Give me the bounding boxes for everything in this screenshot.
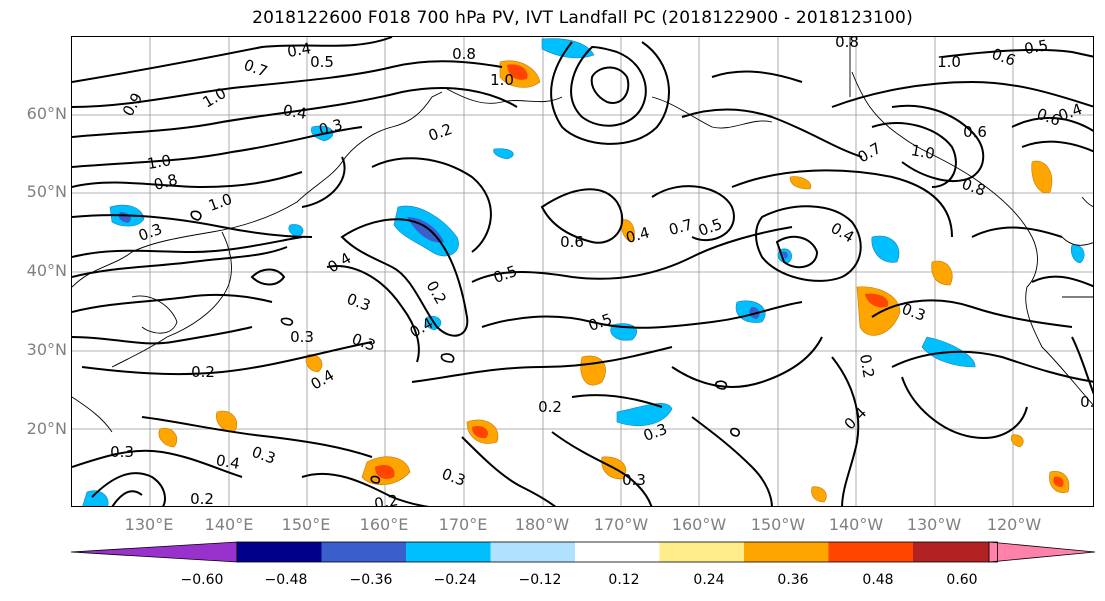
lat-label-20n: 20°N	[26, 419, 67, 438]
colorbar-segment	[70, 541, 238, 563]
contour-label: 0.3	[290, 328, 314, 346]
contour-label: 0.4	[215, 451, 242, 473]
pv-contours	[72, 37, 1093, 506]
contour-label: 0.2	[426, 120, 455, 145]
lon-label-170e: 170°E	[438, 515, 488, 534]
figure-title: 2018122600 F018 700 hPa PV, IVT Landfall…	[252, 8, 913, 28]
lon-label-170w: 170°W	[593, 515, 649, 534]
contour-label: 0.3	[136, 220, 165, 245]
positive-anomaly-strong	[375, 64, 1064, 487]
contour-label: 0.7	[241, 56, 270, 81]
graticule-grid	[72, 37, 1093, 506]
contour-label: 1.0	[200, 84, 230, 112]
colorbar-segment	[659, 542, 745, 562]
contour-label: 0.3	[317, 115, 345, 139]
colorbar-tick: −0.36	[349, 572, 393, 588]
lat-label-40n: 40°N	[26, 261, 67, 280]
colorbar-tick: 0.48	[862, 572, 894, 588]
contour-label: 0.5	[1023, 37, 1050, 58]
colorbar-segment	[490, 542, 576, 562]
lon-label-180w: 180°W	[514, 515, 570, 534]
map-panel: 0.4 0.5 0.8 1.0 0.7 0.9 1.0 0.3 0.2 1.0 0.8 1.0 0.4 0…	[71, 36, 1094, 507]
contour-label: 0.7	[855, 139, 885, 167]
small-contours	[190, 210, 740, 484]
contour-label: 0.2	[423, 278, 451, 308]
colorbar-tick: 0.60	[946, 572, 978, 588]
contour-label: 0.3	[110, 443, 134, 461]
lat-label-50n: 50°N	[26, 182, 67, 201]
contour-label: 1.0	[490, 71, 514, 89]
contour-label: 0.6	[963, 123, 987, 141]
lon-label-130e: 130°E	[124, 515, 174, 534]
contour-label: 0.5	[491, 262, 520, 287]
lon-label-130w: 130°W	[906, 515, 962, 534]
contour-label: 0.6	[560, 233, 584, 251]
lon-label-140e: 140°E	[204, 515, 254, 534]
contour-label: 0.2	[538, 398, 562, 416]
lon-label-160w: 160°W	[671, 515, 727, 534]
positive-anomaly	[158, 60, 1070, 503]
lon-label-150e: 150°E	[281, 515, 331, 534]
colorbar-segment	[988, 541, 1096, 563]
contour-label: 0.2	[373, 491, 400, 507]
colorbar-segment	[828, 542, 914, 562]
colorbar-tick: 0.24	[693, 572, 725, 588]
colorbar-tick: −0.48	[264, 572, 308, 588]
contour-label: 1.0	[910, 141, 937, 163]
colorbar-segment	[574, 542, 660, 562]
lat-label-60n: 60°N	[26, 104, 67, 123]
colorbar-tick: −0.60	[180, 572, 224, 588]
lon-label-160e: 160°E	[359, 515, 409, 534]
contour-label: 0.8	[452, 45, 476, 63]
colorbar	[70, 541, 1096, 563]
contour-label: 0.3	[249, 443, 278, 468]
colorbar-tick: −0.12	[518, 572, 562, 588]
colorbar-segment	[405, 542, 491, 562]
contour-label: 0.5	[310, 53, 334, 71]
contour-label: 0.3	[344, 290, 373, 315]
colorbar-tick: 0.36	[777, 572, 809, 588]
contour-label: 0.8	[152, 170, 180, 194]
lon-label-140w: 140°W	[828, 515, 884, 534]
contour-label: 0.4	[286, 39, 313, 61]
contour-label: 0.2	[190, 490, 214, 507]
colorbar-segment	[912, 542, 998, 562]
contour-label: 0.3	[622, 471, 646, 489]
contour-label: 0.8	[835, 37, 859, 51]
colorbar-frame	[236, 541, 998, 563]
colorbar-segment	[743, 542, 829, 562]
colorbar-tick: 0.12	[608, 572, 640, 588]
colorbar-tick: −0.24	[433, 572, 477, 588]
contour-label: 0.2	[191, 363, 215, 381]
lon-label-120w: 120°W	[986, 515, 1042, 534]
contour-label: 0.2	[856, 353, 878, 380]
map-canvas: 0.40.5 0.81.00.70.9 1.00.3 0.21.00.81.00.40…	[72, 37, 1094, 507]
contour-label: 0.7	[667, 215, 695, 239]
contour-label: 0.4	[282, 101, 309, 123]
contour-label: 0.5	[586, 310, 615, 335]
contour-label: 1.0	[206, 190, 235, 215]
lon-label-150w: 150°W	[750, 515, 806, 534]
contour-label: 0.3	[899, 300, 928, 325]
contour-label: 0.8	[959, 175, 988, 200]
contour-label: 0.6	[989, 45, 1018, 70]
contour-label: 0.4	[624, 223, 652, 247]
colorbar-segment	[236, 542, 322, 562]
contour-label: 1.0	[937, 53, 961, 71]
contour-label: 1.0	[146, 151, 173, 173]
contour-label: 0.5	[1080, 393, 1094, 411]
colorbar-segment	[321, 542, 407, 562]
lat-label-30n: 30°N	[26, 340, 67, 359]
